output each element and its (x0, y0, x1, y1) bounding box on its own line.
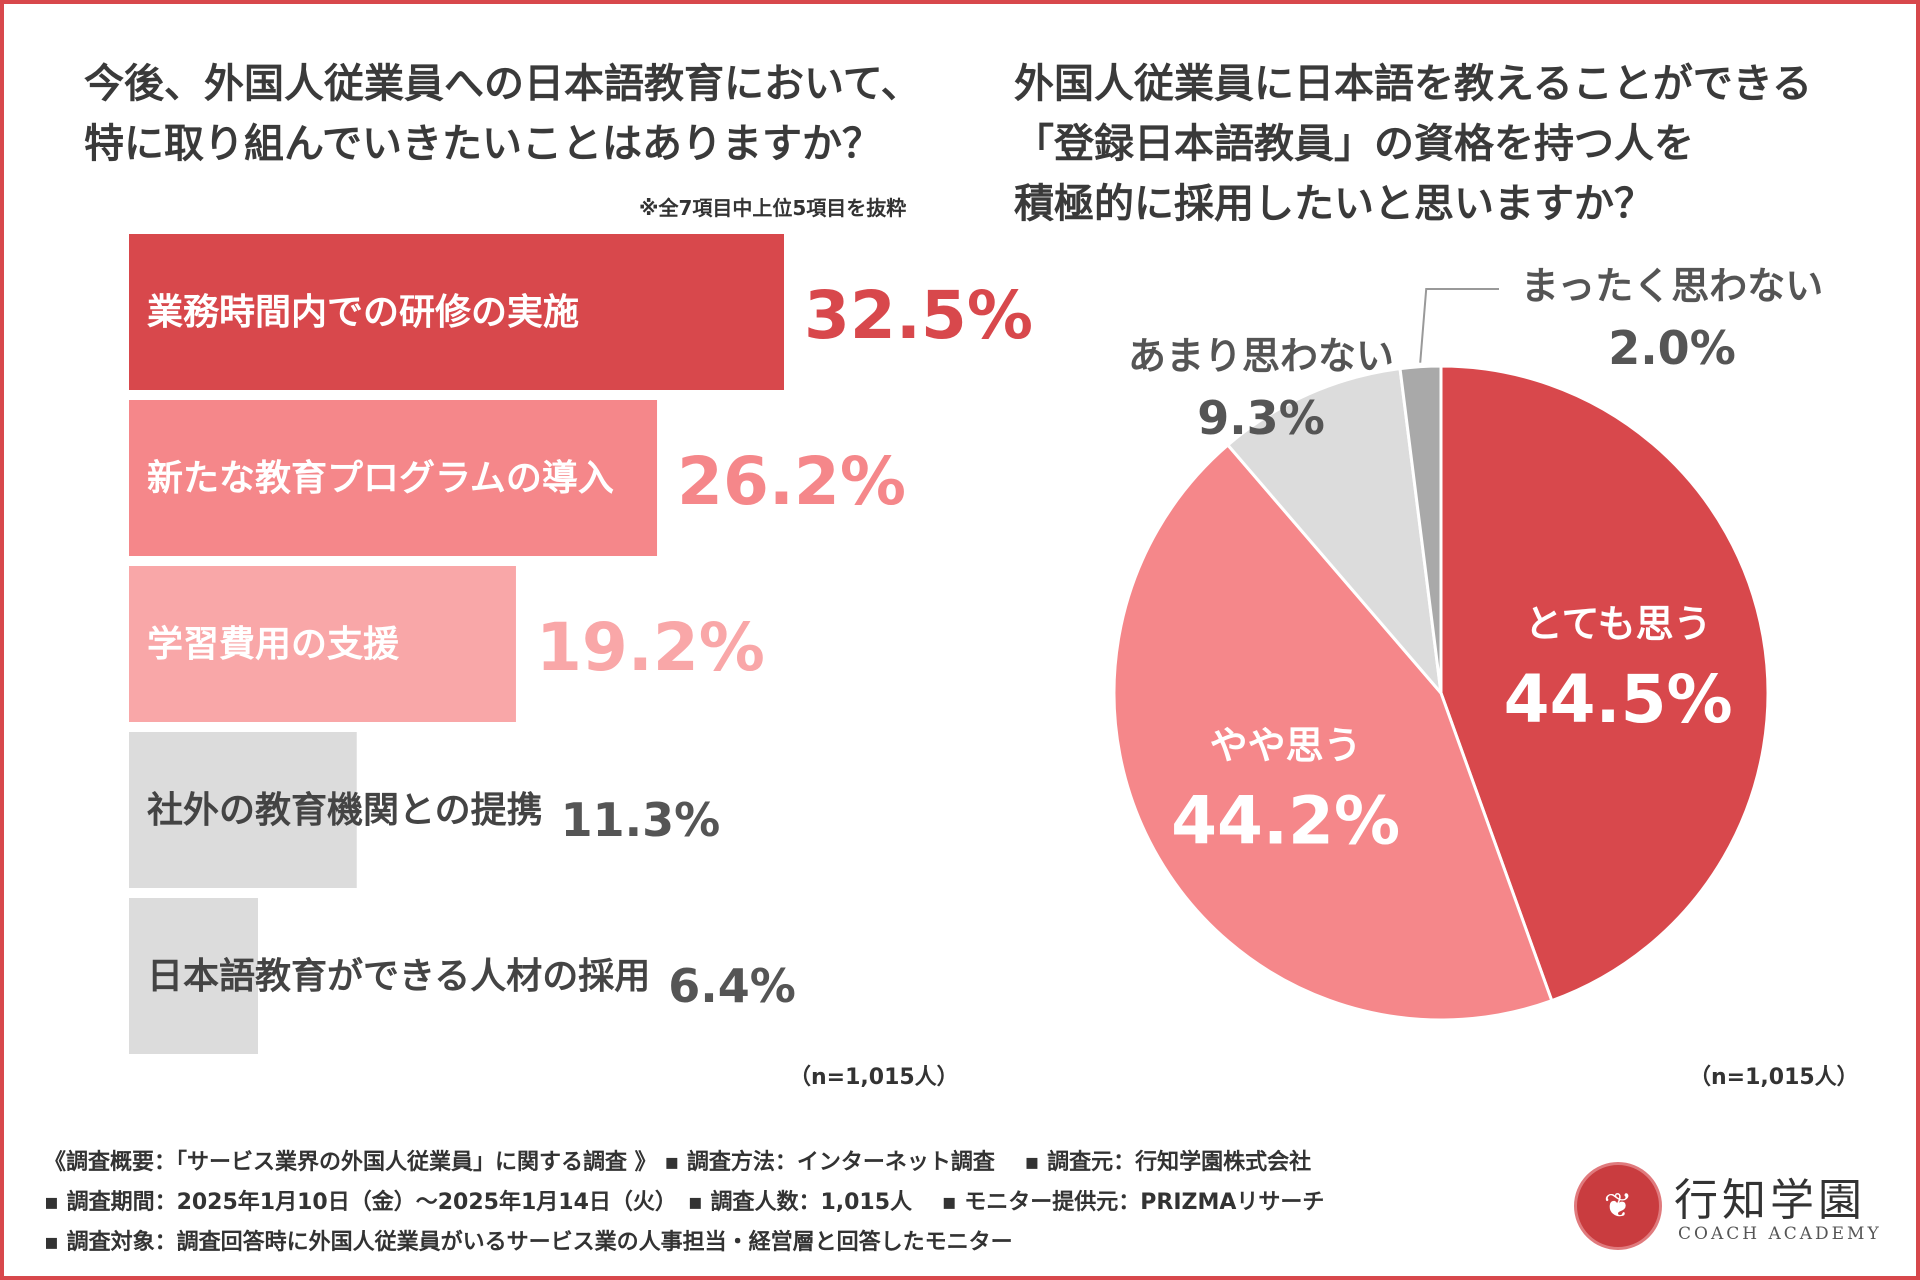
footer-line-2: ▪ 調査期間：2025年1月10日（金）〜2025年1月14日（火） ▪ 調査人… (44, 1190, 1325, 1215)
bar (129, 234, 784, 390)
bar-chart-title-line-1: 今後、外国人従業員への日本語教育において、 (84, 61, 921, 107)
pie-value-label: 2.0% (1608, 321, 1736, 375)
pie-slice (1398, 364, 1443, 694)
bar-chart-title-line-2: 特に取り組んでいきたいことはありますか？ (84, 121, 882, 167)
pie-slice (1225, 366, 1444, 698)
pie-category-label: とても思う (1525, 602, 1712, 646)
bar (129, 732, 357, 888)
company-logo: ❦ 行知学園 COACH ACADEMY (1574, 1162, 1894, 1262)
logo-japanese-name: 行知学園 (1674, 1175, 1866, 1226)
footer-line-3: ▪ 調査対象：調査回答時に外国人従業員がいるサービス業の人事担当・経営層と回答し… (44, 1230, 1013, 1255)
pie-category-label: あまり思わない (1128, 334, 1394, 378)
bar-value-label: 11.3% (561, 793, 721, 847)
pie-chart: とても思う 44.5% やや思う 44.2% あまり思わない 9.3% まったく思わない 2.… (1112, 264, 1823, 1022)
pie-value-label: 44.2% (1171, 783, 1400, 860)
pie-chart-title-line-1: 外国人従業員に日本語を教えることができる (1014, 61, 1812, 107)
bar (129, 898, 258, 1054)
bar-chart: 業務時間内での研修の実施 32.5% 新たな教育プログラムの導入 26.2% 学習費用の… (129, 234, 1033, 1054)
bar-category-label: 社外の教育機関との提携 (147, 790, 543, 831)
bar-value-label: 6.4% (668, 959, 796, 1013)
pie-category-label: やや思う (1210, 724, 1362, 768)
bar-value-label: 26.2% (677, 443, 906, 520)
pie-category-label: まったく思わない (1521, 264, 1823, 308)
pie-chart-sample-size: （n=1,015人） (1689, 1065, 1859, 1090)
pie-slice (1112, 442, 1554, 1022)
bar-category-label: 業務時間内での研修の実施 (147, 292, 579, 333)
bar-chart-sample-size: （n=1,015人） (789, 1065, 959, 1090)
bar-value-label: 19.2% (536, 609, 765, 686)
bar (129, 400, 658, 556)
pie-leader-line (1419, 288, 1499, 363)
bar-category-label: 新たな教育プログラムの導入 (147, 458, 614, 499)
charts-canvas: 業務時間内での研修の実施 32.5% 新たな教育プログラムの導入 26.2% 学習費用の… (129, 234, 1823, 1054)
bar-value-label: 32.5% (804, 277, 1033, 354)
pie-chart-title-line-3: 積極的に採用したいと思いますか？ (1014, 181, 1654, 227)
pie-value-label: 44.5% (1504, 661, 1733, 738)
bar-category-label: 日本語教育ができる人材の採用 (147, 956, 650, 997)
logo-emblem: ❦ (1574, 1162, 1662, 1250)
bar-category-label: 学習費用の支援 (147, 623, 400, 665)
pie-slice (1439, 364, 1770, 1003)
pie-value-label: 9.3% (1197, 391, 1325, 445)
footer-line-1: 《調査概要：「サービス業界の外国人従業員」に関する調査 》 ▪ 調査方法：インタ… (44, 1150, 1312, 1175)
bar (129, 566, 516, 722)
bar-chart-title: 今後、外国人従業員への日本語教育において、 特に取り組んでいきたいことはあります… (84, 54, 964, 174)
bar-chart-note: ※全7項目中上位5項目を抜粋 (639, 196, 907, 220)
pie-chart-title: 外国人従業員に日本語を教えることができる 「登録日本語教員」の資格を持つ人を 積… (1014, 54, 1894, 234)
tree-icon: ❦ (1603, 1186, 1633, 1226)
logo-english-name: COACH ACADEMY (1678, 1224, 1882, 1244)
pie-chart-title-line-2: 「登録日本語教員」の資格を持つ人を (1014, 121, 1694, 167)
